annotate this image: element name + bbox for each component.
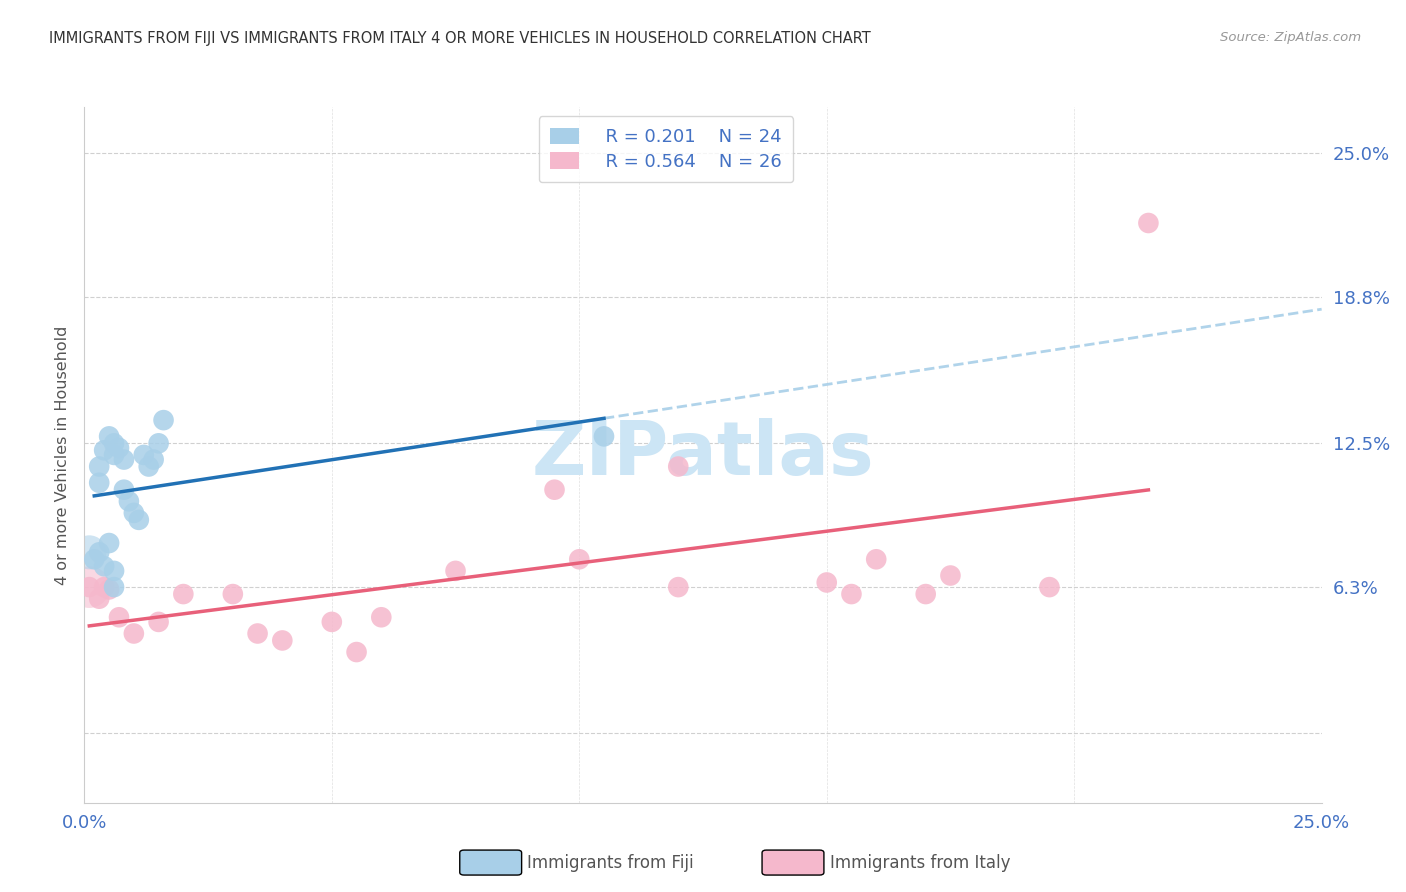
Text: IMMIGRANTS FROM FIJI VS IMMIGRANTS FROM ITALY 4 OR MORE VEHICLES IN HOUSEHOLD CO: IMMIGRANTS FROM FIJI VS IMMIGRANTS FROM … [49, 31, 870, 46]
Point [346, 645, 368, 659]
Point [815, 575, 838, 590]
Point [152, 413, 174, 427]
Point [98, 429, 121, 443]
Point [148, 615, 170, 629]
Point [79, 580, 101, 594]
Point [118, 494, 141, 508]
Point [865, 552, 887, 566]
Point [108, 610, 131, 624]
Point [103, 448, 125, 462]
Point [593, 429, 616, 443]
Point [98, 582, 121, 597]
Point [93, 443, 115, 458]
Point [666, 580, 689, 594]
Point [246, 626, 269, 640]
Point [543, 483, 565, 497]
Point [112, 452, 135, 467]
Point [98, 536, 121, 550]
Point [89, 475, 111, 490]
Point [108, 441, 131, 455]
Point [103, 436, 125, 450]
Point [138, 459, 160, 474]
Point [89, 459, 111, 474]
Text: Source: ZipAtlas.com: Source: ZipAtlas.com [1220, 31, 1361, 45]
Point [148, 436, 170, 450]
Point [89, 545, 111, 559]
Point [370, 610, 392, 624]
Text: ZIPatlas: ZIPatlas [531, 418, 875, 491]
Point [1137, 216, 1160, 230]
Point [1038, 580, 1060, 594]
Point [444, 564, 467, 578]
Point [83, 552, 105, 566]
Point [321, 615, 343, 629]
Point [666, 459, 689, 474]
Point [271, 633, 294, 648]
Point [939, 568, 962, 582]
Point [79, 545, 101, 559]
Point [142, 452, 165, 467]
Point [914, 587, 936, 601]
Point [112, 483, 135, 497]
Point [122, 626, 145, 640]
Point [103, 564, 125, 578]
Point [222, 587, 245, 601]
Point [128, 513, 150, 527]
Y-axis label: 4 or more Vehicles in Household: 4 or more Vehicles in Household [55, 326, 70, 584]
Point [841, 587, 863, 601]
Text: Immigrants from Italy: Immigrants from Italy [830, 854, 1010, 871]
Point [132, 448, 155, 462]
Point [93, 559, 115, 574]
Text: Immigrants from Fiji: Immigrants from Fiji [527, 854, 695, 871]
Point [89, 591, 111, 606]
Point [122, 506, 145, 520]
Point [568, 552, 591, 566]
Point [103, 580, 125, 594]
Legend:   R = 0.201    N = 24,   R = 0.564    N = 26: R = 0.201 N = 24, R = 0.564 N = 26 [538, 116, 793, 182]
Point [93, 580, 115, 594]
Point [79, 580, 101, 594]
Point [172, 587, 194, 601]
